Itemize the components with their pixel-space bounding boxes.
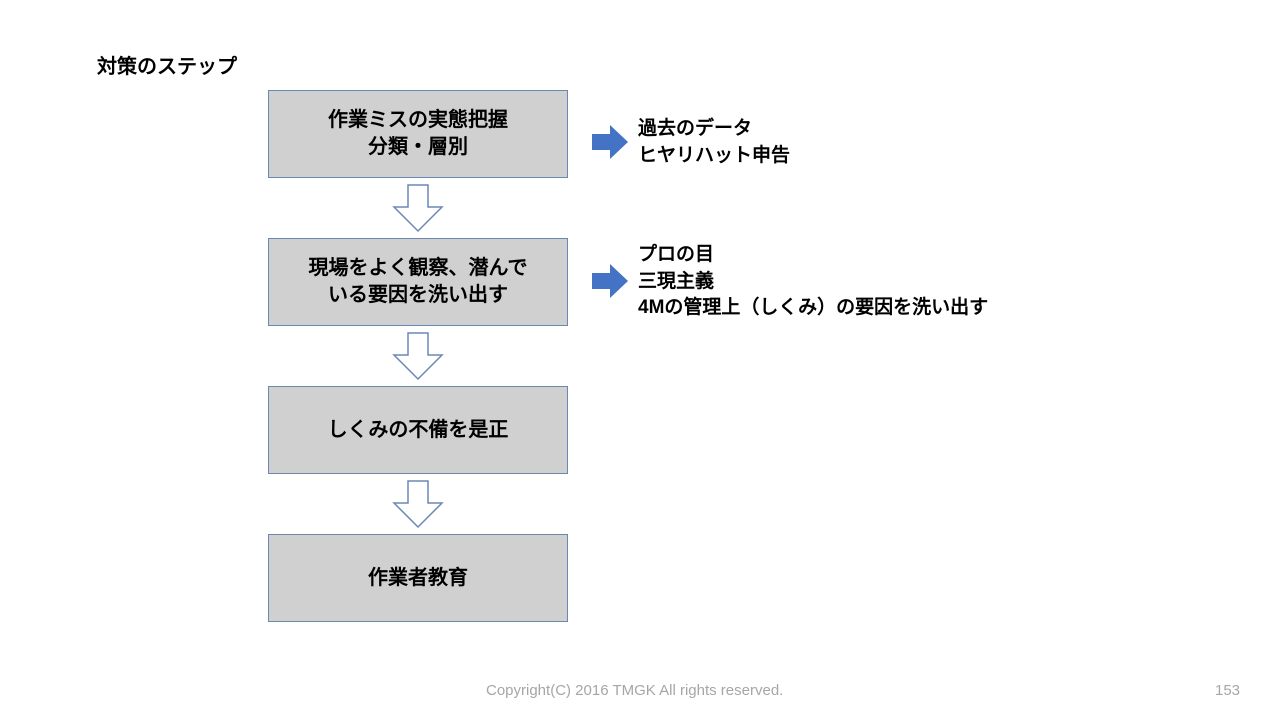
down-arrow-icon	[390, 479, 446, 529]
down-arrow-shape	[394, 333, 442, 379]
footer-page-number: 153	[1215, 682, 1240, 699]
step-box-4: 作業者教育	[268, 534, 568, 622]
annotation-text-1: 過去のデータ ヒヤリハット申告	[638, 116, 790, 169]
right-arrow-icon	[590, 262, 630, 300]
step-box-3: しくみの不備を是正	[268, 386, 568, 474]
footer-copyright: Copyright(C) 2016 TMGK All rights reserv…	[486, 682, 783, 699]
down-arrow-shape	[394, 481, 442, 527]
right-arrow-shape	[592, 264, 628, 298]
annotation-text-2: プロの目 三現主義 4Mの管理上（しくみ）の要因を洗い出す	[638, 242, 988, 322]
down-arrow-shape	[394, 185, 442, 231]
step-box-2: 現場をよく観察、潜んで いる要因を洗い出す	[268, 238, 568, 326]
right-arrow-shape	[592, 125, 628, 159]
step-box-1: 作業ミスの実態把握 分類・層別	[268, 90, 568, 178]
down-arrow-icon	[390, 183, 446, 233]
page-title: 対策のステップ	[97, 50, 237, 79]
down-arrow-icon	[390, 331, 446, 381]
right-arrow-icon	[590, 123, 630, 161]
